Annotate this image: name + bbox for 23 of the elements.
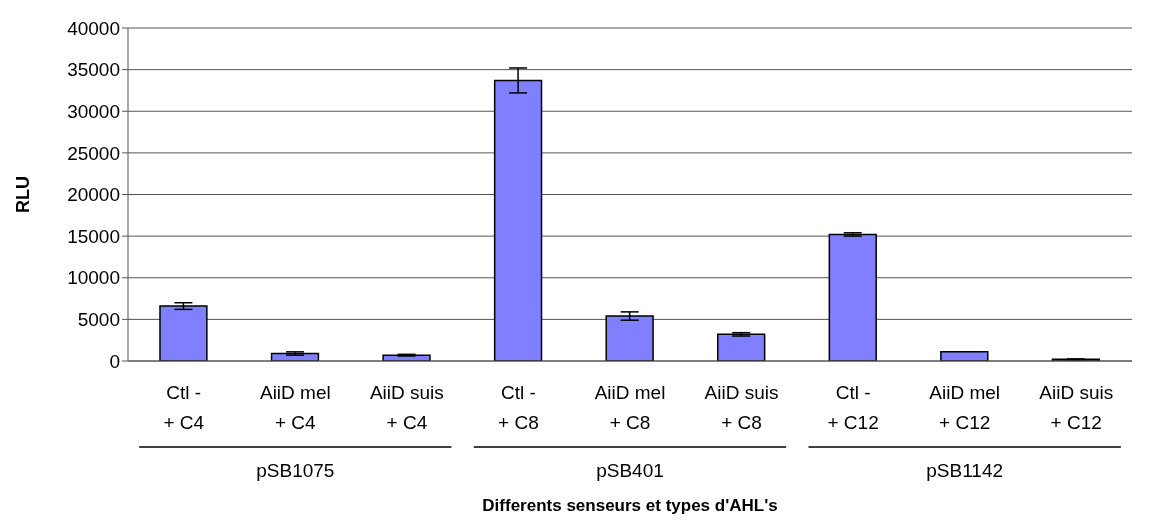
x-tick-label: Ctl - + C8 <box>498 382 539 433</box>
x-tick-label: AiiD mel + C12 <box>929 382 1001 433</box>
y-tick-label: 35000 <box>67 59 120 81</box>
x-tick-label: AiiD mel + C4 <box>259 382 331 433</box>
text: pSB1075 <box>256 460 335 481</box>
x-tick-label: AiiD suis + C8 <box>704 382 779 433</box>
x-tick-label: Ctl - + C4 <box>163 382 205 433</box>
y-tick-label: 30000 <box>67 101 120 122</box>
y-tick-label: 40000 <box>67 17 120 39</box>
x-tick-label: AiiD suis + C12 <box>1039 382 1114 433</box>
y-tick-label: 25000 <box>67 142 120 164</box>
y-tick-label: 5000 <box>77 309 120 331</box>
x-tick-label: AiiD suis + C4 <box>369 382 444 433</box>
x-tick-label: AiiD mel + C8 <box>594 382 666 433</box>
x-axis-title: Differents senseurs et types d'AHL's <box>482 496 778 515</box>
text: pSB1142 <box>926 460 1004 481</box>
y-axis-title: RLU <box>13 176 34 213</box>
y-tick-label: 0 <box>109 350 120 372</box>
x-tick-label: Ctl - + C12 <box>827 382 879 433</box>
text: pSB401 <box>596 460 664 481</box>
y-tick-label: 10000 <box>67 267 120 289</box>
y-tick-label: 15000 <box>67 225 120 247</box>
y-tick-label: 20000 <box>67 184 120 206</box>
